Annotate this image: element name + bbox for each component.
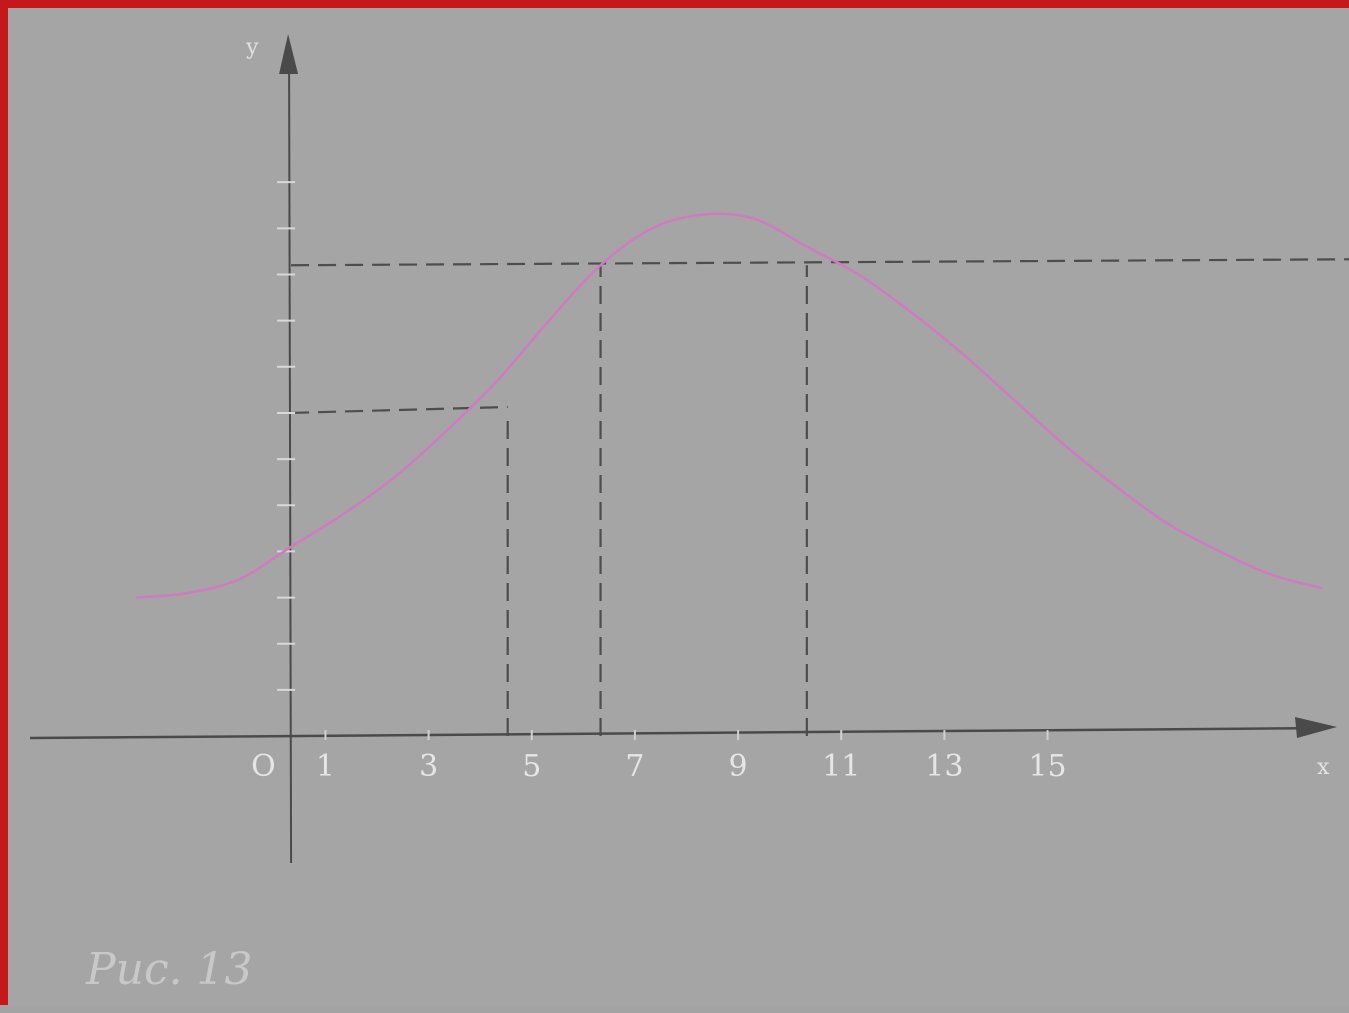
origin-label: O bbox=[251, 749, 276, 784]
guide-lines bbox=[291, 258, 1349, 737]
x-tick-label-3: 7 bbox=[625, 749, 644, 784]
y-axis bbox=[288, 65, 293, 864]
figure-caption: Рис. 13 bbox=[85, 944, 253, 995]
y-axis-label: y bbox=[245, 35, 259, 60]
chart: 1 3 5 7 9 11 13 15 O x y Рис. 13 bbox=[29, 34, 1349, 995]
curve bbox=[136, 212, 1323, 599]
x-axis-arrow bbox=[1295, 717, 1337, 739]
x-axis-label: x bbox=[1317, 755, 1330, 780]
x-ticks: 1 3 5 7 9 11 13 15 bbox=[316, 730, 1067, 784]
x-tick-label-1: 3 bbox=[419, 749, 438, 784]
y-axis-arrow bbox=[279, 34, 299, 74]
x-tick-label-5: 11 bbox=[822, 749, 860, 784]
x-axis bbox=[29, 726, 1328, 740]
y-ticks bbox=[277, 181, 296, 691]
x-tick-label-6: 13 bbox=[925, 749, 963, 784]
x-tick-label-0: 1 bbox=[316, 749, 335, 784]
x-tick-label-7: 15 bbox=[1028, 749, 1066, 784]
guide-line-1 bbox=[291, 405, 508, 415]
x-tick-label-2: 5 bbox=[522, 749, 541, 784]
guide-line-0 bbox=[291, 258, 1349, 267]
axes bbox=[29, 34, 1337, 864]
x-tick-label-4: 9 bbox=[729, 749, 748, 784]
